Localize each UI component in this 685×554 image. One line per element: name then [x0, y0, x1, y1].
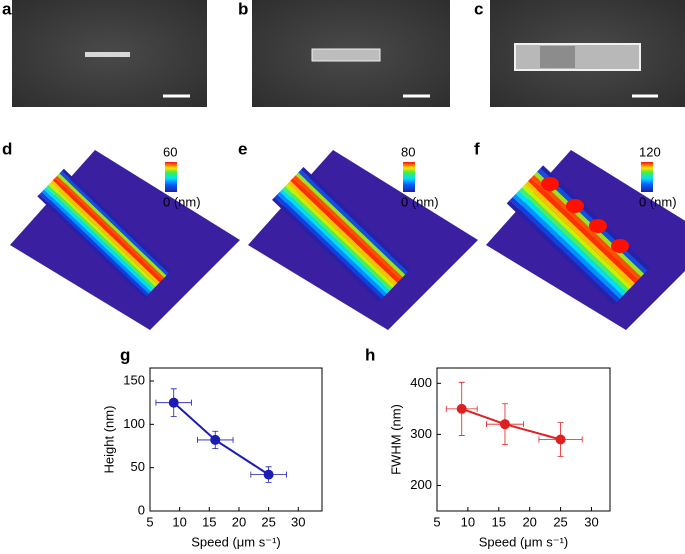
x-tick-label: 25 [553, 514, 567, 529]
panel-label: d [2, 139, 12, 158]
x-tick-label: 15 [492, 514, 506, 529]
colorbar-max: 80 [401, 144, 415, 159]
afm-ridge-band [509, 197, 620, 303]
afm-ridge-band [287, 180, 398, 286]
afm-ridge-band [57, 173, 167, 278]
plot-frame [436, 367, 611, 512]
y-tick-label: 0 [138, 502, 145, 517]
afm-ridge-band [37, 194, 147, 299]
colorbar-min: 0 (nm) [163, 194, 201, 209]
afm-ridge-band [527, 178, 638, 284]
afm-ridge-band [41, 189, 151, 294]
colorbar [403, 162, 415, 192]
afm-ridge-band [531, 174, 642, 280]
afm-ridge-band [285, 183, 395, 289]
data-point [555, 434, 566, 445]
x-axis-label: Speed (μm s⁻¹) [479, 534, 568, 549]
afm-ridge-band [512, 193, 623, 300]
x-tick-label: 5 [433, 514, 440, 529]
afm-ridge-band [506, 200, 617, 306]
plot-frame [149, 367, 323, 512]
colorbar-min: 0 (nm) [401, 194, 439, 209]
x-tick-label: 20 [232, 514, 246, 529]
x-tick-label: 20 [522, 514, 536, 529]
y-axis-label: Height (nm) [101, 406, 116, 474]
afm-ridge-band [293, 175, 403, 280]
y-axis-label: FWHM (nm) [388, 404, 403, 475]
panel-label: b [238, 0, 248, 18]
afm-ridge-band [298, 169, 408, 275]
afm-ridge-band [515, 190, 626, 296]
x-tick-label: 15 [202, 514, 216, 529]
afm-ridge-band [50, 180, 160, 285]
afm-ridge-band [524, 181, 635, 287]
y-tick-label: 200 [410, 477, 432, 492]
data-point [263, 469, 274, 480]
x-tick-label: 10 [172, 514, 186, 529]
afm-ridge-band [300, 167, 411, 272]
colorbar-min: 0 (nm) [639, 194, 677, 209]
afm-ridge-band [282, 186, 393, 291]
data-point [456, 403, 467, 414]
colorbar-max: 120 [639, 144, 661, 159]
data-point [210, 434, 221, 445]
y-tick-label: 400 [410, 375, 432, 390]
afm-bump [611, 239, 629, 253]
wire [311, 48, 381, 62]
afm-ridge-band [290, 178, 400, 283]
x-tick-label: 30 [291, 514, 305, 529]
panel-label: e [238, 139, 247, 158]
colorbar [165, 162, 177, 192]
panel-label: f [474, 139, 480, 158]
y-tick-label: 150 [123, 372, 145, 387]
afm-ridge-band [274, 194, 385, 300]
data-line [173, 401, 270, 476]
afm-ridge-band [59, 171, 169, 276]
y-tick-label: 100 [123, 416, 145, 431]
y-tick-label: 300 [410, 426, 432, 441]
afm-ridge-band [46, 184, 156, 290]
afm-ridge-band [518, 187, 629, 293]
colorbar [641, 162, 653, 192]
afm-bump [541, 177, 559, 191]
x-tick-label: 30 [584, 514, 598, 529]
afm-ridge-band [295, 172, 406, 278]
x-axis-label: Speed (μm s⁻¹) [191, 534, 280, 549]
afm-ridge-band [272, 197, 382, 302]
afm-bump [589, 219, 607, 233]
data-point [168, 397, 179, 408]
panel-label: g [120, 345, 130, 364]
panel-label: h [365, 345, 375, 364]
colorbar-max: 60 [163, 144, 177, 159]
afm-ridge-band [279, 188, 390, 294]
afm-bump [566, 199, 584, 213]
y-tick-label: 50 [131, 459, 145, 474]
wire [514, 43, 641, 71]
x-tick-label: 5 [146, 514, 153, 529]
afm-ridge-band [39, 191, 149, 297]
afm-ridge-band [43, 187, 154, 292]
afm-ridge-band [277, 191, 387, 297]
afm-ridge-band [55, 175, 165, 280]
afm-ridge-band [52, 178, 162, 283]
x-tick-label: 25 [261, 514, 275, 529]
afm-ridge-band [61, 168, 171, 274]
data-point [499, 419, 510, 430]
afm-ridge-band [48, 182, 158, 287]
afm-ridge-band [521, 184, 632, 290]
x-tick-label: 10 [461, 514, 475, 529]
wire-segment [540, 46, 575, 68]
wire [85, 52, 130, 57]
panel-label: a [2, 0, 12, 18]
panel-label: c [474, 0, 483, 18]
